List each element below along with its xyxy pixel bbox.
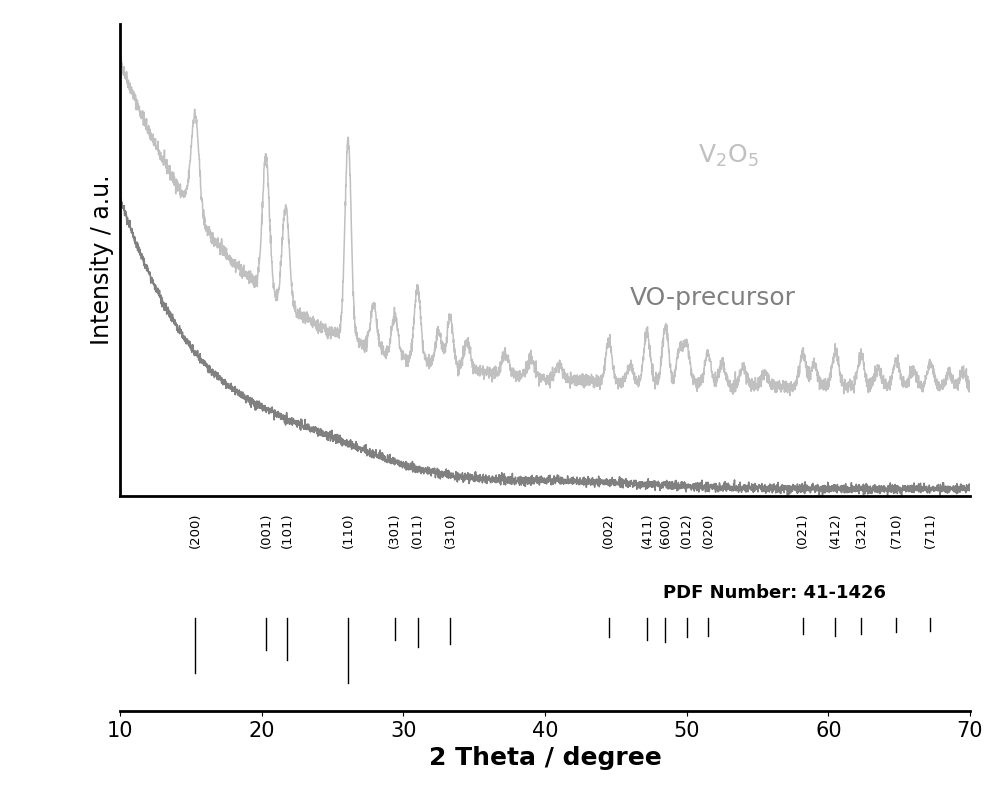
Text: (200): (200) bbox=[189, 512, 202, 547]
Text: (021): (021) bbox=[796, 512, 809, 547]
Text: (411): (411) bbox=[640, 512, 654, 547]
Text: (321): (321) bbox=[854, 512, 867, 547]
Text: (710): (710) bbox=[890, 512, 903, 547]
Text: (711): (711) bbox=[924, 512, 937, 547]
Text: (101): (101) bbox=[281, 512, 294, 547]
Text: (301): (301) bbox=[388, 512, 401, 547]
Y-axis label: Intensity / a.u.: Intensity / a.u. bbox=[90, 175, 114, 345]
Text: (310): (310) bbox=[444, 512, 457, 547]
Text: (110): (110) bbox=[342, 512, 355, 547]
Text: (020): (020) bbox=[701, 512, 714, 547]
Text: PDF Number: 41-1426: PDF Number: 41-1426 bbox=[663, 584, 886, 602]
Text: (412): (412) bbox=[829, 512, 842, 547]
Text: (012): (012) bbox=[680, 512, 693, 547]
Text: (011): (011) bbox=[411, 512, 424, 547]
Text: V$_2$O$_5$: V$_2$O$_5$ bbox=[698, 143, 759, 169]
Text: (001): (001) bbox=[259, 512, 272, 547]
X-axis label: 2 Theta / degree: 2 Theta / degree bbox=[429, 747, 661, 770]
Text: (600): (600) bbox=[659, 512, 672, 547]
Text: (002): (002) bbox=[602, 512, 615, 547]
Text: VO-precursor: VO-precursor bbox=[630, 286, 796, 310]
